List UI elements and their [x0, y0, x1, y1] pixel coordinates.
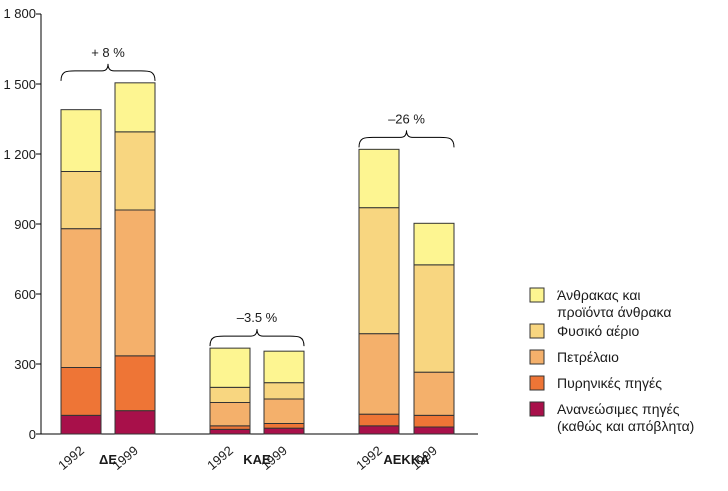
bar-segment — [263, 423, 305, 429]
group-label: ΚΑΕ — [243, 452, 271, 467]
y-tick-label: 1 800 — [3, 6, 36, 21]
group-label: ΔΕ — [99, 452, 117, 467]
legend-label: Πετρέλαιο — [557, 349, 619, 365]
bar-segment — [413, 371, 455, 416]
bar-segment — [263, 382, 305, 400]
bar-segment — [413, 222, 455, 266]
bar-segment — [114, 131, 156, 211]
y-tick-label: 1 200 — [3, 147, 36, 162]
year-label: 1992 — [353, 443, 385, 473]
bar-segment — [209, 347, 251, 388]
bar-segment — [413, 426, 455, 435]
legend-swatch — [529, 349, 545, 365]
legend-swatch — [529, 375, 545, 391]
bar-segment — [209, 386, 251, 404]
bar-segment — [413, 264, 455, 373]
y-tick-label: 300 — [14, 357, 36, 372]
change-bracket — [358, 130, 455, 148]
legend-swatch — [529, 287, 545, 303]
bar-segment — [358, 333, 400, 415]
bar-segment — [114, 355, 156, 412]
bar-segment — [358, 207, 400, 335]
year-label: 1992 — [204, 443, 236, 473]
bar-segment — [413, 414, 455, 428]
bar-segment — [60, 228, 102, 368]
bar-segment — [114, 82, 156, 133]
bar-segment — [209, 425, 251, 430]
legend: Άνθρακας και προϊόντα άνθρακα Φυσικό αέριο… — [529, 287, 694, 434]
bar-segment — [114, 209, 156, 357]
bars: 1992 1999 1992 1999 1992 1999 — [55, 82, 455, 473]
legend-label: Άνθρακας και προϊόντα άνθρακα — [557, 287, 671, 320]
bar-segment — [263, 427, 305, 435]
change-label: –26 % — [388, 111, 425, 126]
y-tick-label: 900 — [14, 217, 36, 232]
change-label: –3.5 % — [237, 310, 278, 325]
y-tick-label: 0 — [29, 427, 36, 442]
year-label: 1992 — [55, 443, 87, 473]
legend-swatch — [529, 401, 545, 417]
bar-segment — [209, 402, 251, 427]
bar-segment — [60, 171, 102, 230]
axes: 0 300 600 900 1 200 1 500 1 800 — [3, 6, 478, 442]
bar-segment — [60, 367, 102, 416]
change-bracket — [209, 329, 305, 347]
bar-segment — [358, 413, 400, 427]
bar-segment — [209, 428, 251, 435]
bar-segment — [114, 410, 156, 435]
legend-label: Φυσικό αέριο — [557, 323, 639, 339]
group-label: ΑΕΚΚΑ — [383, 452, 430, 467]
bar-segment — [358, 425, 400, 435]
bar-segment — [263, 398, 305, 424]
bar-segment — [263, 350, 305, 384]
y-tick-label: 600 — [14, 287, 36, 302]
bar-segment — [358, 148, 400, 209]
bar-segment — [60, 109, 102, 172]
y-tick-label: 1 500 — [3, 77, 36, 92]
legend-swatch — [529, 323, 545, 339]
legend-label: Πυρηνικές πηγές — [557, 375, 662, 391]
legend-label: Ανανεώσιμες πηγές (καθώς και απόβλητα) — [557, 401, 694, 434]
bar-segment — [60, 414, 102, 435]
change-label: + 8 % — [91, 45, 125, 60]
change-bracket — [60, 63, 156, 81]
